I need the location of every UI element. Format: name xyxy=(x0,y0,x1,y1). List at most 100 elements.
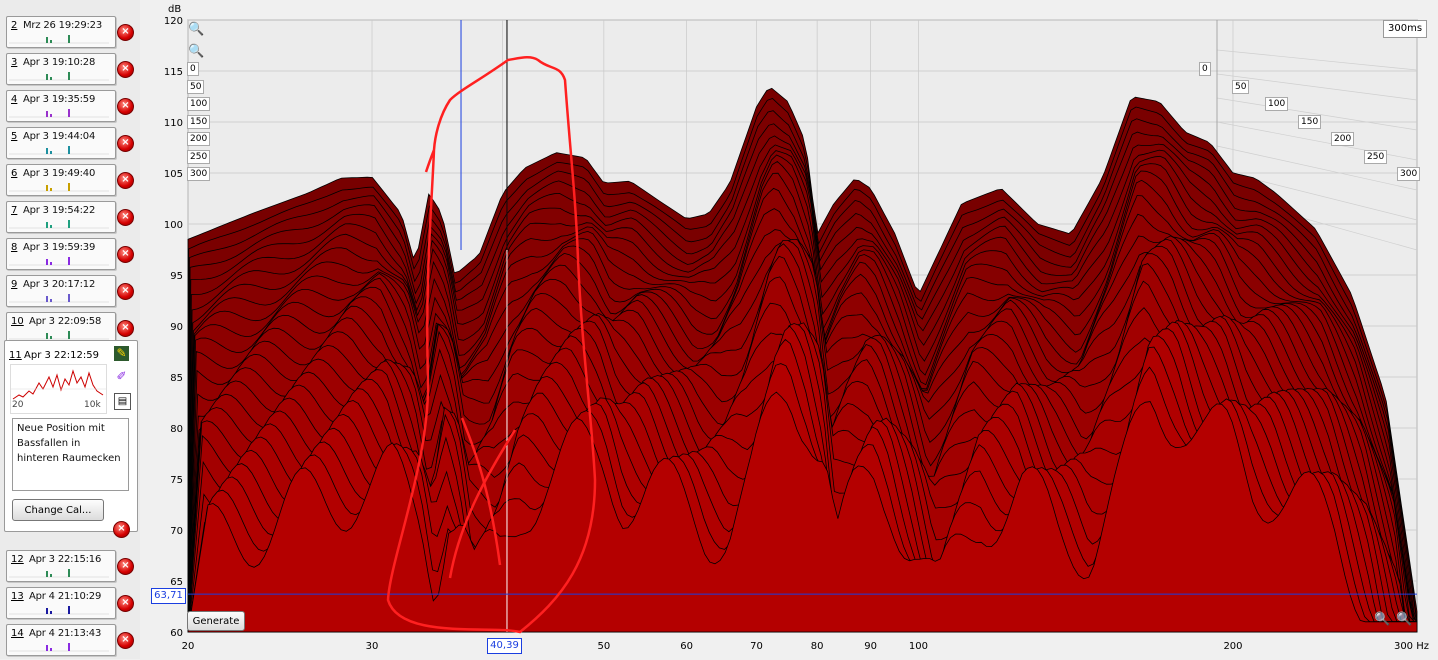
measurement-row[interactable]: 5 Apr 3 19:44:04 × xyxy=(4,127,138,163)
measurement-card[interactable]: 4 Apr 3 19:35:59 xyxy=(6,90,116,122)
time-gridline xyxy=(1216,73,1418,101)
close-icon[interactable]: × xyxy=(117,135,134,152)
measurement-date: Apr 3 19:49:40 xyxy=(23,168,96,179)
time-gridline xyxy=(1216,145,1418,191)
change-cal-button[interactable]: Change Cal... xyxy=(12,499,104,521)
y-tick-label: 85 xyxy=(170,373,183,384)
thumbnail-min-label: 20 xyxy=(12,400,24,410)
close-icon[interactable]: × xyxy=(117,24,134,41)
y-tick-label: 70 xyxy=(170,526,183,537)
time-tick-label: 100 xyxy=(1265,97,1289,111)
measurement-row[interactable]: 7 Apr 3 19:54:22 × xyxy=(4,201,138,237)
waterfall-slice xyxy=(187,391,1418,633)
time-tick-label: 250 xyxy=(187,149,211,164)
measurement-date: Apr 3 22:15:16 xyxy=(29,554,102,565)
measurement-row[interactable]: 14 Apr 4 21:13:43 × xyxy=(4,624,138,660)
time-tick-label: 0 xyxy=(1199,62,1211,76)
measurement-number: 12 xyxy=(11,554,24,565)
measurement-row[interactable]: 12 Apr 3 22:15:16 × xyxy=(4,550,138,586)
edit-icon[interactable]: ✎ xyxy=(114,346,129,361)
time-tick-label: 150 xyxy=(1298,114,1322,129)
measurement-thumbnail[interactable] xyxy=(10,364,107,414)
close-icon[interactable]: × xyxy=(117,246,134,263)
measurement-card[interactable]: 9 Apr 3 20:17:12 xyxy=(6,275,116,307)
zoom-reset-icon[interactable]: 🔍 xyxy=(1396,612,1413,627)
measurement-card[interactable]: 8 Apr 3 19:59:39 xyxy=(6,238,116,270)
measurement-date: Apr 3 19:44:04 xyxy=(23,131,96,142)
close-icon[interactable]: × xyxy=(117,209,134,226)
close-icon[interactable]: × xyxy=(117,632,134,649)
measurement-number: 6 xyxy=(11,168,18,179)
time-tick-label: 0 xyxy=(187,62,199,76)
time-tick-label: 300 xyxy=(187,167,211,181)
measurement-card[interactable]: 6 Apr 3 19:49:40 xyxy=(6,164,116,196)
measurement-card[interactable]: 10 Apr 3 22:09:58 xyxy=(6,312,116,344)
measurement-sparkline xyxy=(9,294,109,303)
measurement-row[interactable]: 2 Mrz 26 19:29:23 × xyxy=(4,16,138,52)
notes-icon[interactable]: ▤ xyxy=(114,393,131,410)
thumbnail-curve xyxy=(12,369,104,400)
measurement-row[interactable]: 3 Apr 3 19:10:28 × xyxy=(4,53,138,89)
x-tick-label: 100 xyxy=(909,641,928,652)
x-tick-label: 50 xyxy=(597,641,610,652)
close-icon[interactable]: × xyxy=(117,283,134,300)
y-tick-label: 60 xyxy=(170,628,183,639)
measurement-date: Apr 3 19:54:22 xyxy=(23,205,96,216)
x-tick-label: 60 xyxy=(680,641,693,652)
x-tick-label: 30 xyxy=(366,641,379,652)
y-tick-label: 80 xyxy=(170,424,183,435)
close-icon[interactable]: × xyxy=(117,595,134,612)
close-icon[interactable]: × xyxy=(117,320,134,337)
y-tick-label: 100 xyxy=(164,220,183,231)
measurement-card[interactable]: 13 Apr 4 21:10:29 xyxy=(6,587,116,619)
measurement-card[interactable]: 2 Mrz 26 19:29:23 xyxy=(6,16,116,48)
waterfall-chart[interactable]: 6065707580859095100105110115120203040506… xyxy=(140,0,1438,659)
active-measurement-date: Apr 3 22:12:59 xyxy=(24,350,99,361)
time-tick-label: 100 xyxy=(187,97,211,111)
measurement-number: 13 xyxy=(11,591,24,602)
zoom-fit-icon[interactable]: 🔍 xyxy=(1374,612,1391,627)
measurement-row[interactable]: 8 Apr 3 19:59:39 × xyxy=(4,238,138,274)
measurement-card[interactable]: 14 Apr 4 21:13:43 xyxy=(6,624,116,656)
measurement-date: Apr 3 20:17:12 xyxy=(23,279,96,290)
measurement-sparkline xyxy=(9,643,109,652)
measurement-card[interactable]: 7 Apr 3 19:54:22 xyxy=(6,201,116,233)
y-axis-unit: dB xyxy=(168,4,181,15)
measurement-date: Apr 3 22:09:58 xyxy=(29,316,102,327)
measurement-row[interactable]: 13 Apr 4 21:10:29 × xyxy=(4,587,138,623)
measurement-sparkline xyxy=(9,72,109,81)
x-tick-label: 90 xyxy=(864,641,877,652)
measurement-card[interactable]: 3 Apr 3 19:10:28 xyxy=(6,53,116,85)
measurement-row[interactable]: 4 Apr 3 19:35:59 × xyxy=(4,90,138,126)
zoom-out-icon[interactable]: 🔍 xyxy=(188,44,205,59)
close-icon[interactable]: × xyxy=(117,61,134,78)
measurement-card[interactable]: 5 Apr 3 19:44:04 xyxy=(6,127,116,159)
measurement-row[interactable]: 6 Apr 3 19:49:40 × xyxy=(4,164,138,200)
close-icon[interactable]: × xyxy=(117,172,134,189)
time-gridline xyxy=(1216,97,1418,131)
close-icon[interactable]: × xyxy=(117,558,134,575)
measurement-card[interactable]: 12 Apr 3 22:15:16 xyxy=(6,550,116,582)
measurement-row[interactable]: 10 Apr 3 22:09:58 × xyxy=(4,312,138,348)
measurement-number: 14 xyxy=(11,628,24,639)
pen-icon[interactable]: ✐ xyxy=(116,369,127,383)
measurement-notes[interactable]: Neue Position mit Bassfallen in hinteren… xyxy=(12,418,129,491)
generate-button[interactable]: Generate xyxy=(187,611,245,631)
measurement-row[interactable]: 9 Apr 3 20:17:12 × xyxy=(4,275,138,311)
measurement-sparkline xyxy=(9,257,109,266)
measurement-number: 8 xyxy=(11,242,18,253)
zoom-in-icon[interactable]: 🔍 xyxy=(188,22,205,37)
time-tick-label: 150 xyxy=(187,114,211,129)
close-icon[interactable]: × xyxy=(113,521,130,538)
y-tick-label: 105 xyxy=(164,169,183,180)
close-icon[interactable]: × xyxy=(117,98,134,115)
y-tick-label: 90 xyxy=(170,322,183,333)
measurement-number: 7 xyxy=(11,205,18,216)
y-tick-label: 110 xyxy=(164,118,183,129)
x-tick-label: 80 xyxy=(811,641,824,652)
x-tick-label: 300 Hz xyxy=(1394,641,1429,652)
active-measurement-number: 11 xyxy=(9,350,22,361)
measurement-sparkline xyxy=(9,569,109,578)
y-tick-label: 75 xyxy=(170,475,183,486)
measurement-sparkline xyxy=(9,146,109,155)
